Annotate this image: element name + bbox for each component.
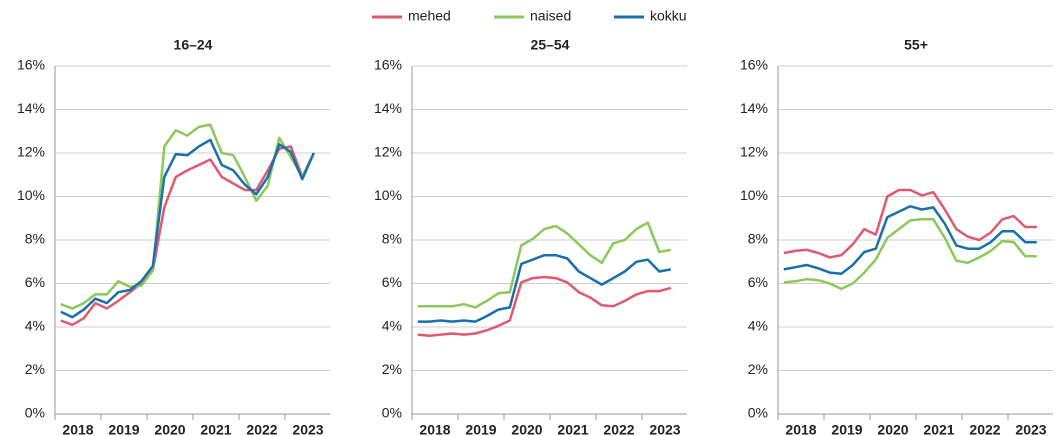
y-tick-label: 2% [25,361,45,377]
y-tick-label: 0% [748,405,768,421]
y-tick-label: 2% [748,361,768,377]
y-tick-label: 4% [748,318,768,334]
y-tick-label: 12% [374,144,402,160]
x-tick-label: 2023 [292,422,323,436]
x-tick-label: 2023 [649,422,680,436]
y-tick-label: 16% [17,57,45,73]
x-tick-label: 2020 [877,422,908,436]
legend-label: mehed [408,8,451,24]
x-tick-label: 2020 [154,422,185,436]
y-tick-label: 12% [740,144,768,160]
series-line [417,275,672,337]
legend-label: kokku [650,8,687,24]
series-line [60,145,315,327]
panel-title: 25–54 [531,37,570,53]
x-tick-label: 2018 [785,422,816,436]
y-tick-label: 8% [748,231,768,247]
series-line [417,253,672,323]
y-tick-label: 4% [382,318,402,334]
y-tick-label: 4% [25,318,45,334]
x-tick-label: 2021 [923,422,954,436]
series-line [60,138,315,319]
x-tick-label: 2018 [419,422,450,436]
y-tick-label: 10% [17,187,45,203]
y-tick-label: 14% [17,100,45,116]
y-tick-label: 16% [374,57,402,73]
x-tick-label: 2021 [200,422,231,436]
y-tick-label: 2% [382,361,402,377]
x-tick-label: 2018 [62,422,93,436]
x-tick-label: 2019 [108,422,139,436]
legend-label: naised [530,8,571,24]
y-tick-label: 8% [25,231,45,247]
y-tick-label: 10% [740,187,768,203]
series-line [783,205,1037,275]
x-tick-label: 2019 [831,422,862,436]
panel-title: 16–24 [174,37,213,53]
x-tick-label: 2021 [557,422,588,436]
x-tick-label: 2019 [465,422,496,436]
y-tick-label: 14% [740,100,768,116]
y-tick-label: 16% [740,57,768,73]
y-tick-label: 0% [25,405,45,421]
y-tick-label: 12% [17,144,45,160]
y-tick-label: 8% [382,231,402,247]
y-tick-label: 6% [25,274,45,290]
series-line [783,188,1037,259]
x-tick-label: 2022 [246,422,277,436]
x-tick-label: 2022 [603,422,634,436]
y-tick-label: 0% [382,405,402,421]
y-tick-label: 6% [382,274,402,290]
series-line [417,221,672,309]
y-tick-label: 6% [748,274,768,290]
panel-title: 55+ [904,37,928,53]
y-tick-label: 14% [374,100,402,116]
series-line [783,218,1037,291]
y-tick-label: 10% [374,187,402,203]
x-tick-label: 2023 [1015,422,1046,436]
x-tick-label: 2020 [511,422,542,436]
x-tick-label: 2022 [969,422,1000,436]
